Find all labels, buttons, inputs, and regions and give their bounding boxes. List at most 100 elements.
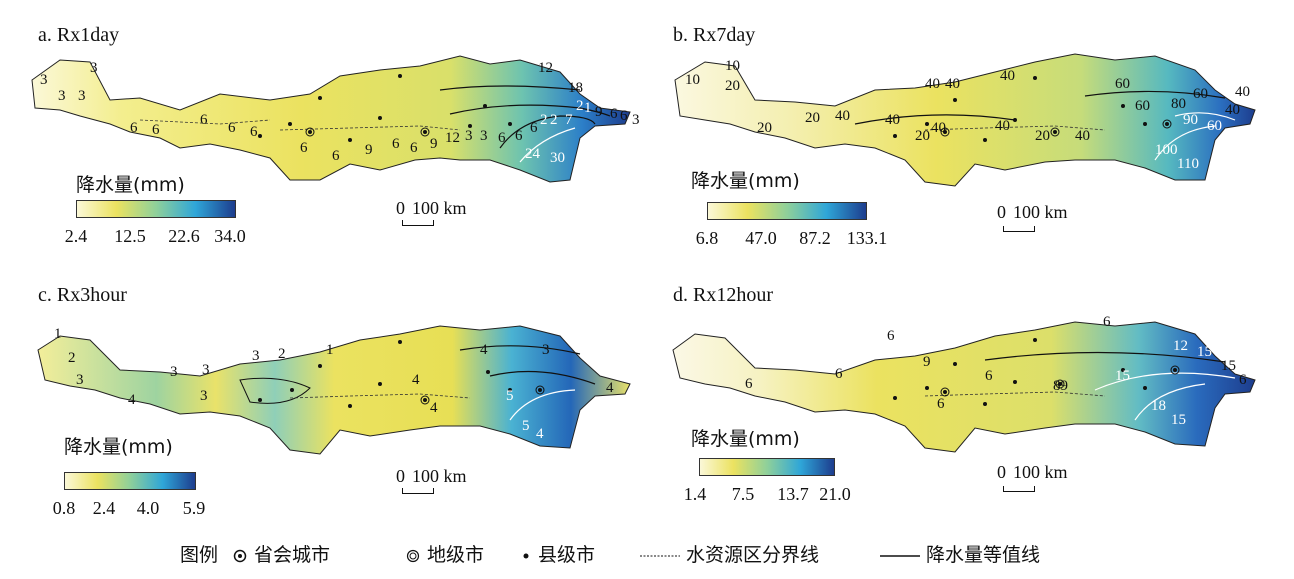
contour-label: 40 — [945, 76, 960, 92]
contour-label: 4 — [128, 392, 136, 408]
legend-label: 省会城市 — [254, 544, 331, 566]
contour-label: 18 — [568, 80, 583, 96]
isoline — [984, 351, 1226, 363]
color-ramp — [699, 458, 835, 476]
precipitation-map: 10 10 20 20 40 40 40 40 40 20 20 40 40 2… — [674, 53, 1256, 187]
contour-label: 6 — [835, 366, 843, 382]
scale-zero: 0 — [396, 198, 405, 218]
legend-tick: 133.1 — [846, 228, 888, 248]
contour-label: 10 — [685, 72, 700, 88]
contour-label: 60 — [1115, 76, 1130, 92]
region-shape — [31, 55, 631, 183]
isoline — [449, 104, 611, 117]
contour-label: 2 — [278, 346, 286, 362]
isoline — [1084, 90, 1226, 99]
contour-label: 4 — [606, 380, 614, 396]
contour-label: 12 — [538, 60, 553, 76]
boundary — [139, 119, 271, 125]
contour-label: 40 — [835, 108, 850, 124]
contour-label: 40 — [1225, 102, 1240, 118]
scale-distance: 100 km — [412, 466, 467, 486]
contour-label: 6 — [937, 396, 945, 412]
scale-zero: 0 — [396, 466, 405, 486]
contour-label: 3 — [465, 128, 473, 144]
legend-heading: 图例 — [180, 544, 219, 566]
contour-label: 12 — [445, 130, 460, 146]
isoline — [519, 127, 576, 163]
contour-label: 5 — [506, 388, 514, 404]
legend-label: 地级市 — [427, 544, 485, 566]
contour-label: 10 — [725, 58, 740, 74]
isoline — [1134, 383, 1206, 421]
contour-label: 4 — [430, 400, 438, 416]
county-points — [893, 338, 1147, 406]
isoline — [854, 114, 1016, 125]
contour-label: 110 — [1177, 156, 1199, 172]
legend-item-prefecture-city: 地级市 — [405, 540, 484, 567]
provincial-capital-icon — [233, 549, 247, 562]
isoline — [459, 345, 581, 355]
contour-label: 6 — [332, 148, 340, 164]
panel-title: d. Rx12hour — [673, 284, 773, 306]
contour-label: 18 — [1151, 398, 1166, 414]
county-points — [893, 76, 1147, 142]
legend-label: 降水量等值线 — [926, 544, 1041, 566]
legend-tick: 13.7 — [777, 484, 809, 504]
legend-tick: 12.5 — [114, 226, 146, 246]
contour-label: 20 — [757, 120, 772, 136]
contour-label: 1 — [584, 100, 592, 116]
contour-label: 3 — [78, 88, 86, 104]
contour-label: 60 — [1207, 118, 1222, 134]
contour-label: 40 — [1000, 68, 1015, 84]
contour-label: 20 — [1035, 128, 1050, 144]
contour-label: 3 — [170, 364, 178, 380]
legend-tick: 21.0 — [819, 484, 851, 504]
contour-label: 15 — [1115, 368, 1130, 384]
contour-label: 40 — [1075, 128, 1090, 144]
contour-label: 3 — [90, 60, 98, 76]
contour-label: 40 — [885, 112, 900, 128]
legend-tick: 1.4 — [683, 484, 707, 504]
contour-label: 6 — [887, 328, 895, 344]
contour-label: 2 — [576, 98, 584, 114]
contour-label: 3 — [252, 348, 260, 364]
contour-label: 90 — [1183, 112, 1198, 128]
boundary — [289, 393, 471, 399]
legend-tick: 6.8 — [695, 228, 719, 248]
scale-distance: 100 km — [1013, 462, 1068, 482]
contour-label: 6 — [515, 128, 523, 144]
contour-label: 9 — [595, 104, 603, 120]
contour-label: 40 — [995, 118, 1010, 134]
contour-label: 4 — [412, 372, 420, 388]
contour-label: 6 — [392, 136, 400, 152]
contour-label: 6 — [985, 368, 993, 384]
scale-zero: 0 — [997, 202, 1006, 222]
panel-title: a. Rx1day — [38, 24, 120, 46]
isoline — [1174, 112, 1236, 121]
legend-item-provincial-capital: 省会城市 — [232, 540, 330, 567]
scale-distance: 100 km — [1013, 202, 1068, 222]
contour-label: 24 — [525, 146, 541, 162]
legend-item-boundary: 水资源区分界线 — [640, 540, 819, 567]
contour-label: 60 — [1193, 86, 1208, 102]
contour-label: 3 — [76, 372, 84, 388]
contour-label: 6 — [745, 376, 753, 392]
map-legend: 图例 省会城市 地级市 县级市 水资源区分界线 降水量等值线 — [0, 536, 1294, 568]
legend-item-county-city: 县级市 — [520, 540, 595, 567]
contour-label: 4 — [536, 426, 544, 442]
contour-label: 6 — [610, 106, 618, 122]
contour-label: 2 — [68, 350, 76, 366]
contour-label: 6 — [410, 140, 418, 156]
contour-label: 89 — [1053, 378, 1068, 394]
region-shape — [674, 53, 1256, 187]
contour-label: 1 — [54, 326, 62, 342]
color-ramp — [76, 200, 236, 218]
legend-title: 降水量(mm) — [76, 174, 185, 196]
panel-title: c. Rx3hour — [38, 284, 127, 306]
legend-tick: 4.0 — [136, 498, 160, 518]
contour-label: 20 — [915, 128, 930, 144]
precipitation-map: 1 2 3 4 3 3 3 3 2 1 4 4 4 3 5 5 4 4 — [37, 325, 631, 455]
county-points — [258, 74, 512, 142]
region-shape — [37, 325, 631, 455]
legend-title: 降水量(mm) — [691, 428, 800, 450]
